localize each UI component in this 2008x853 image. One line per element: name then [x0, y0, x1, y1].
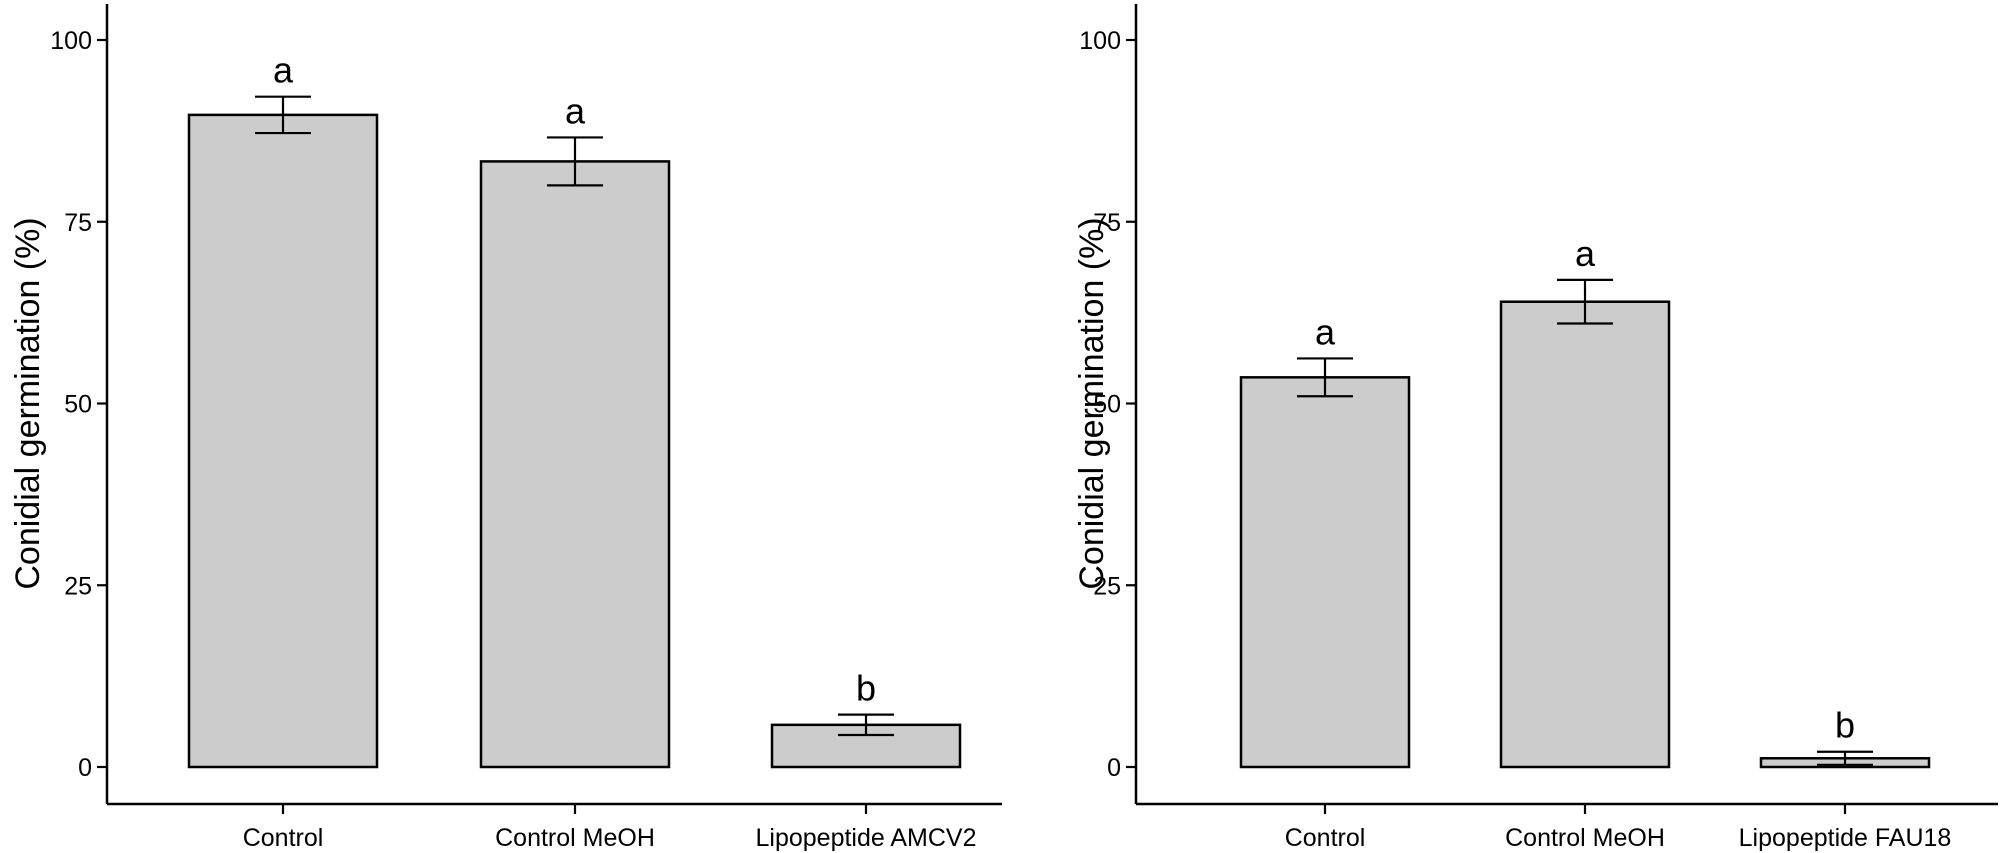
significance-letter: b: [856, 668, 876, 709]
bar: [1239, 376, 1411, 769]
y-tick-label: 25: [1093, 572, 1121, 600]
bar: [479, 160, 671, 769]
y-tick-label: 50: [64, 391, 92, 419]
y-tick-label: 75: [64, 209, 92, 237]
y-tick-label: 50: [1093, 391, 1121, 419]
y-tick-label: 25: [64, 572, 92, 600]
bar: [1499, 300, 1671, 769]
y-axis-title: Conidial germination (%): [1073, 217, 1111, 589]
bar: [187, 113, 379, 769]
left-panel: 0 25 50 75 100 Conidial germination (%) a Contr…: [9, 4, 1002, 852]
significance-letter: b: [1835, 705, 1855, 746]
x-tick-label: Control: [1285, 824, 1366, 852]
right-panel: 0 25 50 75 100 Conidial germination (%) a Contr…: [1073, 4, 1998, 852]
x-tick-label: Control: [243, 824, 324, 852]
x-tick-label: Control MeOH: [495, 824, 655, 852]
significance-letter: a: [273, 50, 294, 91]
y-tick-label: 100: [1079, 27, 1121, 55]
y-axis-title: Conidial germination (%): [9, 217, 47, 589]
y-tick-label: 75: [1093, 209, 1121, 237]
y-tick-label: 0: [78, 754, 92, 782]
x-tick-label: Lipopeptide FAU18: [1739, 824, 1952, 852]
y-tick-label: 0: [1107, 754, 1121, 782]
x-tick-label: Control MeOH: [1505, 824, 1665, 852]
significance-letter: a: [565, 90, 586, 131]
significance-letter: a: [1315, 311, 1336, 352]
significance-letter: a: [1575, 233, 1596, 274]
x-tick-label: Lipopeptide AMCV2: [756, 824, 977, 852]
y-tick-label: 100: [50, 27, 92, 55]
